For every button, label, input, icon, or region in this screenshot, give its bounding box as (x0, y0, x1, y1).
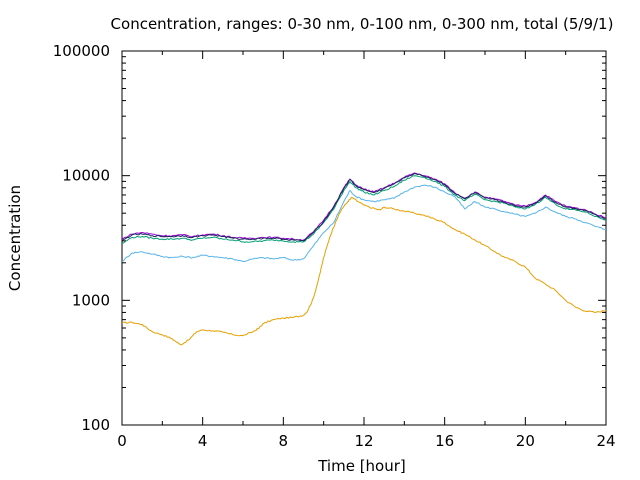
y-tick-label: 10000 (62, 167, 110, 185)
series-line-total (121, 172, 607, 241)
plot-frame (121, 50, 607, 426)
x-tick-label: 24 (596, 432, 615, 450)
x-tick-label: 8 (279, 432, 289, 450)
x-tick-label: 20 (516, 432, 535, 450)
y-tick-label: 100000 (53, 42, 110, 60)
x-tick-label: 0 (117, 432, 127, 450)
chart-title: Concentration, ranges: 0-30 nm, 0-100 nm… (111, 15, 614, 33)
series-line-0-100-nm (121, 184, 607, 262)
y-tick-label: 1000 (72, 291, 110, 309)
x-tick-label: 12 (354, 432, 373, 450)
series-layer (121, 172, 607, 346)
y-axis-label: Concentration (6, 185, 24, 291)
x-axis-label: Time [hour] (317, 457, 406, 475)
series-line-0-30-nm (121, 196, 607, 346)
y-tick-label: 100 (81, 416, 110, 434)
x-tick-label: 16 (435, 432, 454, 450)
series-line-unlabeled-4 (121, 173, 607, 242)
x-tick-label: 4 (198, 432, 208, 450)
series-line-0-300-nm (121, 175, 607, 245)
axis-ticks: 0 4 8 12 16 20 24 100 1000 10000 100000 (53, 42, 616, 450)
